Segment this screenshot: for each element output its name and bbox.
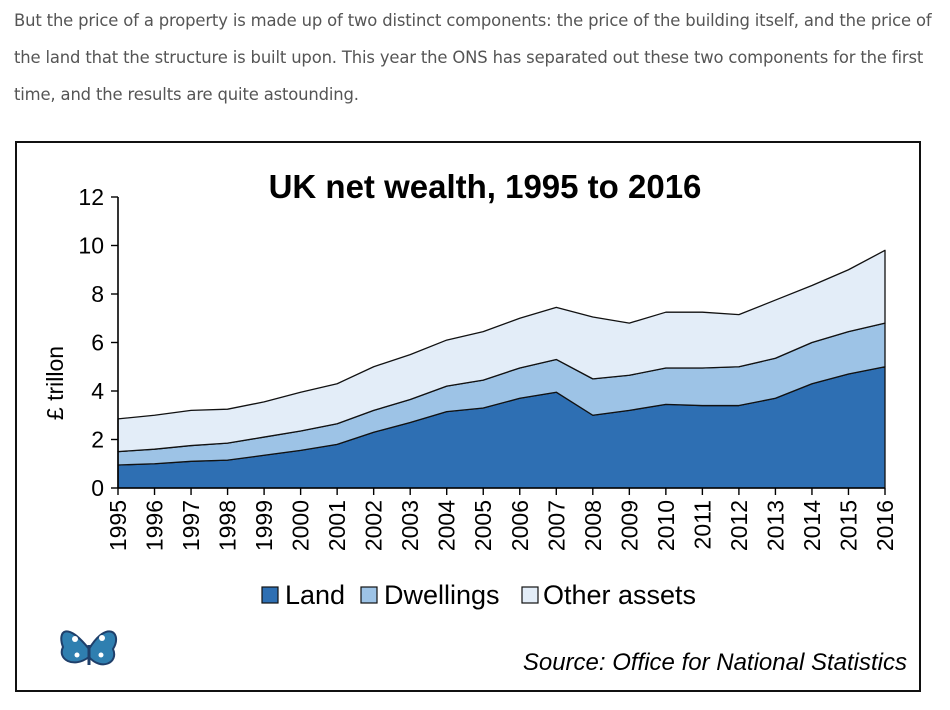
intro-line-3: time, and the results are quite astoundi… bbox=[14, 85, 359, 104]
x-tick-label: 2013 bbox=[762, 500, 788, 551]
legend-label: Other assets bbox=[543, 580, 696, 610]
x-tick-label: 2014 bbox=[799, 500, 825, 551]
chart-title: UK net wealth, 1995 to 2016 bbox=[269, 168, 702, 205]
x-tick-label: 2004 bbox=[434, 500, 460, 551]
x-tick-label: 2010 bbox=[653, 500, 679, 551]
legend-swatch bbox=[261, 586, 279, 604]
y-tick-label: 12 bbox=[78, 184, 104, 210]
y-tick-label: 4 bbox=[91, 378, 104, 404]
intro-paragraph: But the price of a property is made up o… bbox=[14, 2, 939, 113]
net-wealth-chart: UK net wealth, 1995 to 2016 £ trillon 0 2… bbox=[42, 168, 907, 676]
axes-group: 0 2 4 6 8 10 12 1995 1996 1997 1998 1999 2000 2001 200… bbox=[78, 184, 898, 551]
y-tick-label: 0 bbox=[91, 475, 104, 501]
x-tick-label: 2008 bbox=[580, 500, 606, 551]
area-other-assets bbox=[117, 249, 886, 453]
x-tick-label: 2000 bbox=[288, 500, 314, 551]
y-axis-label: £ trillon bbox=[42, 346, 68, 420]
x-tick-label: 1997 bbox=[178, 500, 204, 551]
intro-line-2: the land that the structure is built upo… bbox=[14, 48, 924, 67]
x-tick-label: 2009 bbox=[616, 500, 642, 551]
x-tick-label: 2002 bbox=[361, 500, 387, 551]
y-tick-label: 6 bbox=[91, 330, 104, 356]
x-tick-label: 2015 bbox=[835, 500, 861, 551]
x-tick-label: 2005 bbox=[470, 500, 496, 551]
x-tick-label: 1996 bbox=[142, 500, 168, 551]
chart-source: Source: Office for National Statistics bbox=[523, 649, 907, 676]
legend-swatch bbox=[360, 586, 378, 604]
legend-label: Land bbox=[285, 580, 345, 610]
x-tick-label: 2006 bbox=[507, 500, 533, 551]
y-tick-label: 2 bbox=[91, 427, 104, 453]
butterfly-logo bbox=[60, 630, 118, 666]
legend-swatch bbox=[521, 586, 539, 604]
chart-frame: UK net wealth, 1995 to 2016 £ trillon 0 2… bbox=[15, 141, 921, 692]
x-tick-label: 1999 bbox=[251, 500, 277, 551]
x-tick-label: 2011 bbox=[689, 500, 715, 549]
area-series-group bbox=[117, 249, 886, 489]
y-tick-label: 8 bbox=[91, 281, 104, 307]
x-tick-label: 2016 bbox=[872, 500, 898, 551]
intro-line-1: But the price of a property is made up o… bbox=[14, 11, 932, 30]
x-tick-label: 2007 bbox=[543, 500, 569, 551]
x-tick-label: 1998 bbox=[215, 500, 241, 551]
y-tick-label: 10 bbox=[78, 233, 104, 259]
legend-label: Dwellings bbox=[384, 580, 500, 610]
x-tick-label: 1995 bbox=[105, 500, 131, 551]
x-tick-label: 2001 bbox=[324, 500, 350, 551]
legend: Land Dwellings Other assets bbox=[261, 580, 696, 610]
x-tick-label: 2003 bbox=[397, 500, 423, 551]
x-tick-label: 2012 bbox=[726, 500, 752, 551]
